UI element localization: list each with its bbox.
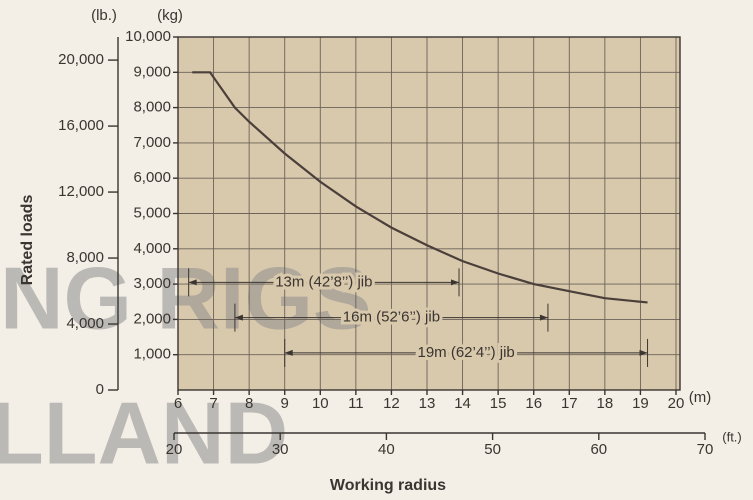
x2-tick-label: 50 (484, 441, 501, 458)
x2-tick-label: 60 (590, 441, 607, 458)
watermark: NG RIGS (0, 248, 372, 347)
x2-tick-label: 70 (697, 441, 714, 458)
y-tick-label: 5,000 (133, 204, 171, 221)
x-tick-label: 9 (281, 395, 289, 412)
x2-unit: (ft.) (722, 429, 742, 444)
x-tick-label: 20 (668, 395, 685, 412)
jib-label: 19m (62’4’’) jib (417, 344, 514, 361)
x-tick-label: 16 (525, 395, 542, 412)
y2-unit: (lb.) (91, 7, 117, 24)
y2-tick-label: 12,000 (58, 183, 104, 200)
y-axis-label: Rated loads (19, 195, 36, 286)
jib-label: 13m (42’8’’) jib (275, 273, 372, 290)
y2-tick-label: 0 (96, 381, 104, 398)
y2-tick-label: 16,000 (58, 117, 104, 134)
y2-tick-label: 8,000 (66, 249, 104, 266)
x-tick-label: 7 (209, 395, 217, 412)
x-tick-label: 12 (383, 395, 400, 412)
x-tick-label: 19 (632, 395, 649, 412)
x-tick-label: 15 (490, 395, 507, 412)
y2-tick-label: 20,000 (58, 51, 104, 68)
x-tick-label: 11 (348, 395, 364, 412)
y-tick-label: 8,000 (133, 99, 171, 116)
x-tick-label: 10 (312, 395, 329, 412)
y-unit: (kg) (157, 7, 183, 24)
y-tick-label: 10,000 (125, 28, 171, 45)
x-axis-label: Working radius (330, 477, 446, 494)
x2-tick-label: 40 (378, 441, 395, 458)
y-tick-label: 4,000 (133, 240, 171, 257)
x-unit: (m) (689, 389, 712, 406)
page: {"chart_data": {"type": "line", "y_label… (0, 0, 753, 500)
y-tick-label: 6,000 (133, 169, 171, 186)
y-tick-label: 2,000 (133, 310, 171, 327)
x-tick-label: 6 (174, 395, 182, 412)
chart: NG RIGS LLAND (lb.) (kg) (m) (ft.) Worki… (0, 0, 753, 500)
y-tick-label: 7,000 (133, 134, 171, 151)
x-tick-label: 18 (597, 395, 614, 412)
x-tick-label: 13 (419, 395, 436, 412)
y-tick-label: 1,000 (133, 346, 171, 363)
y-tick-label: 3,000 (133, 275, 171, 292)
y-tick-label: 9,000 (133, 63, 171, 80)
x2-tick-label: 20 (166, 441, 183, 458)
jib-label: 16m (52’6’’) jib (343, 309, 440, 326)
y2-tick-label: 4,000 (66, 315, 104, 332)
x-tick-label: 14 (454, 395, 471, 412)
x-tick-label: 8 (245, 395, 253, 412)
x2-tick-label: 30 (272, 441, 289, 458)
x-tick-label: 17 (561, 395, 578, 412)
